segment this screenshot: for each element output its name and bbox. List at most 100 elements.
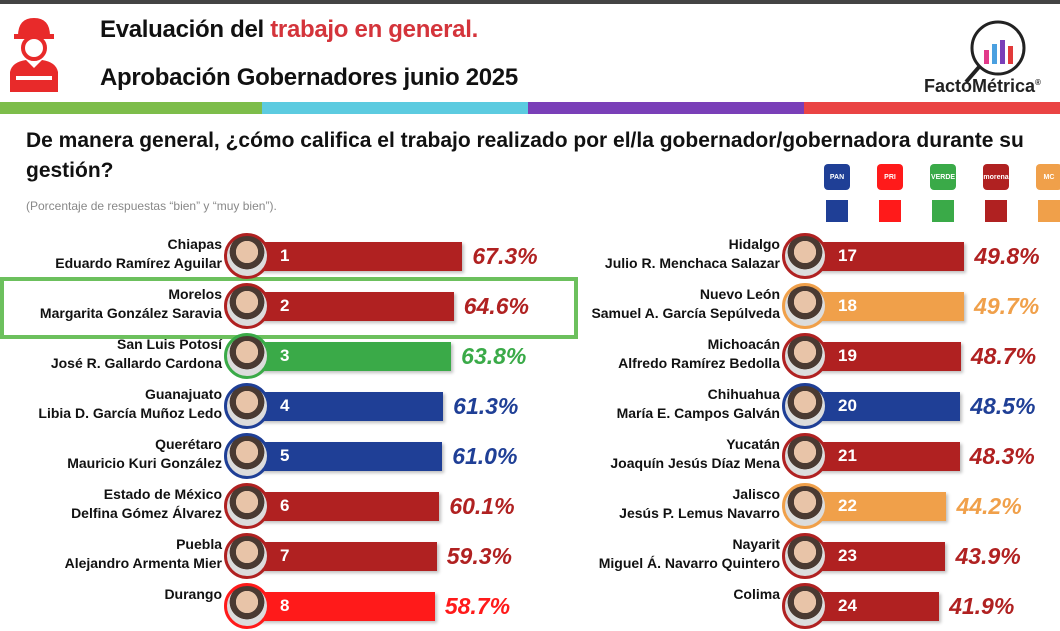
avatar (782, 383, 828, 429)
legend-pan: PAN (824, 164, 852, 222)
governor-name: Delfina Gómez Álvarez (71, 505, 222, 521)
row-label: Jalisco Jesús P. Lemus Navarro (619, 485, 780, 523)
legend-swatch (826, 200, 848, 222)
header-stripe (804, 102, 1060, 114)
row-label: Estado de México Delfina Gómez Álvarez (71, 485, 222, 523)
state-name: Guanajuato (144, 386, 222, 402)
bar (247, 442, 443, 471)
party-logo-icon: PRI (877, 164, 903, 190)
avatar (224, 583, 270, 629)
avatar (782, 283, 828, 329)
governor-row: Jalisco Jesús P. Lemus Navarro 22 44.2% (560, 481, 1060, 531)
avatar (782, 433, 828, 479)
governor-row: Querétaro Mauricio Kuri González 5 61.0% (0, 431, 517, 481)
state-name: Querétaro (155, 436, 222, 452)
governor-row: San Luis Potosí José R. Gallardo Cardona … (0, 331, 526, 381)
rank: 2 (280, 296, 290, 315)
value-label: 59.3% (446, 543, 512, 569)
state-name: Michoacán (707, 336, 780, 352)
governor-name: José R. Gallardo Cardona (50, 355, 222, 371)
party-logo-icon: MC (1036, 164, 1060, 190)
avatar (224, 383, 270, 429)
bar (247, 492, 440, 521)
value-label: 41.9% (949, 593, 1015, 619)
legend-morena: morena (983, 164, 1011, 222)
rank: 5 (280, 446, 290, 465)
value-label: 48.5% (970, 393, 1036, 419)
rank: 1 (280, 246, 290, 265)
state-name: Puebla (176, 536, 222, 552)
value-label: 61.0% (452, 443, 518, 469)
value-label: 60.1% (449, 493, 515, 519)
row-label: Durango (164, 585, 222, 604)
legend-swatch (879, 200, 901, 222)
value-label: 63.8% (461, 343, 527, 369)
state-name: Hidalgo (728, 236, 780, 252)
governor-name: Samuel A. García Sepúlveda (591, 305, 780, 321)
bar (805, 392, 961, 421)
bar (247, 242, 463, 271)
governor-name: Alfredo Ramírez Bedolla (618, 355, 780, 371)
governor-name: Miguel Á. Navarro Quintero (598, 555, 780, 571)
row-label: Morelos Margarita González Saravia (40, 285, 222, 323)
avatar (782, 533, 828, 579)
header-stripe (0, 102, 262, 114)
avatar (782, 333, 828, 379)
avatar (224, 533, 270, 579)
bar (805, 292, 965, 321)
row-label: San Luis Potosí José R. Gallardo Cardona (51, 335, 222, 373)
row-label: Yucatán Joaquín Jesús Díaz Mena (610, 435, 780, 473)
governor-row: Estado de México Delfina Gómez Álvarez 6 … (0, 481, 515, 531)
rank: 21 (838, 446, 857, 465)
governor-row: Chihuahua María E. Campos Galván 20 48.5% (560, 381, 1060, 431)
row-label: Chiapas Eduardo Ramírez Aguilar (55, 235, 222, 273)
governor-row: Hidalgo Julio R. Menchaca Salazar 17 49.8… (560, 231, 1060, 281)
rank: 22 (838, 496, 857, 515)
rank: 3 (280, 346, 290, 365)
party-logo-icon: VERDE (930, 164, 956, 190)
value-label: 49.8% (974, 243, 1040, 269)
header-stripe (528, 102, 804, 114)
row-label: Nayarit Miguel Á. Navarro Quintero (599, 535, 780, 573)
bar (247, 392, 444, 421)
state-name: Nuevo León (699, 286, 780, 302)
governor-row: Guanajuato Libia D. García Muñoz Ledo 4 6… (0, 381, 518, 431)
header-title: Evaluación del trabajo en general. (100, 16, 478, 43)
state-name: Morelos (168, 286, 222, 302)
value-label: 64.6% (463, 293, 529, 319)
governor-row: Colima 24 41.9% (560, 581, 1060, 631)
value-label: 67.3% (472, 243, 538, 269)
legend-swatch (932, 200, 954, 222)
value-label: 58.7% (444, 593, 511, 619)
avatar (224, 283, 270, 329)
bar (247, 592, 435, 621)
row-label: Guanajuato Libia D. García Muñoz Ledo (38, 385, 222, 423)
row-label: Chihuahua María E. Campos Galván (617, 385, 780, 423)
governor-row: Yucatán Joaquín Jesús Díaz Mena 21 48.3% (560, 431, 1060, 481)
state-name: Jalisco (732, 486, 780, 502)
avatar (782, 233, 828, 279)
bar (805, 242, 965, 271)
governor-row: Chiapas Eduardo Ramírez Aguilar 1 67.3% (0, 231, 538, 281)
chart-subtitle: (Porcentaje de respuestas “bien” y “muy … (26, 199, 277, 213)
value-label: 48.7% (970, 343, 1037, 369)
value-label: 48.3% (969, 443, 1035, 469)
factometrica-logo (964, 20, 1026, 84)
bar (805, 342, 961, 371)
row-label: Michoacán Alfredo Ramírez Bedolla (618, 335, 780, 373)
bar (805, 492, 947, 521)
state-name: Nayarit (732, 536, 780, 552)
header-stripe (262, 102, 528, 114)
state-name: Chihuahua (707, 386, 780, 402)
value-label: 61.3% (453, 393, 519, 419)
avatar (782, 583, 828, 629)
avatar (224, 483, 270, 529)
rank: 6 (280, 496, 290, 515)
governor-name: Joaquín Jesús Díaz Mena (610, 455, 780, 471)
header-subtitle: Aprobación Gobernadores junio 2025 (100, 64, 518, 91)
avatar (224, 433, 270, 479)
bar (247, 342, 452, 371)
state-name: Durango (164, 586, 222, 602)
governor-name: Eduardo Ramírez Aguilar (55, 255, 222, 271)
governor-row: Morelos Margarita González Saravia 2 64.6… (0, 281, 529, 331)
